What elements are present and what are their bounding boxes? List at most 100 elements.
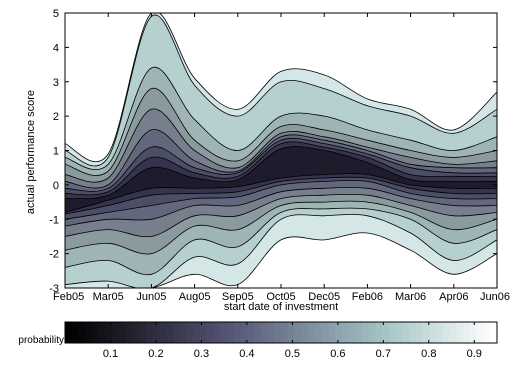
colorbar-swatch	[395, 322, 404, 343]
colorbar-swatch	[227, 322, 235, 343]
colorbar-swatch	[193, 322, 201, 343]
colorbar-swatch	[200, 322, 208, 343]
x-tick-label: Aug05	[179, 291, 211, 303]
x-tick-label: Sep05	[222, 291, 254, 303]
x-axis: Feb05 Mar05 Jun05 Aug05 Sep05 Oct05 Dec05 Feb06…	[53, 13, 510, 303]
colorbar-swatch	[179, 322, 188, 343]
colorbar-swatch	[443, 322, 451, 343]
colorbar-swatch	[422, 322, 431, 343]
colorbar-swatch	[301, 322, 309, 343]
colorbar-swatch	[281, 322, 289, 343]
colorbar-swatch	[139, 322, 147, 343]
y-tick-label: -3	[49, 283, 59, 295]
colorbar-tick-label: 0.8	[421, 348, 436, 360]
colorbar-swatch	[240, 322, 248, 343]
contour-band-0.1	[65, 146, 497, 213]
colorbar-swatch	[152, 322, 161, 343]
colorbar-swatch	[254, 322, 262, 343]
colorbar-swatch	[267, 322, 275, 343]
colorbar-swatch	[98, 322, 107, 343]
x-tick-label: Apr06	[439, 291, 468, 303]
colorbar-swatch	[416, 322, 424, 343]
colorbar-swatch	[470, 322, 478, 343]
colorbar-tick-label: 0.1	[103, 348, 118, 360]
colorbar-swatch	[159, 322, 167, 343]
colorbar-swatch	[429, 322, 437, 343]
colorbar-swatch	[287, 322, 296, 343]
colorbar: 0.1 0.2 0.3 0.4 0.5 0.6 0.7 0.8 0.9	[64, 321, 498, 360]
colorbar-swatch	[314, 322, 323, 343]
x-tick-label: Dec05	[308, 291, 340, 303]
y-tick-label: 1	[53, 146, 59, 158]
contour-bands	[65, 13, 497, 288]
colorbar-swatch	[341, 322, 350, 343]
colorbar-swatch	[348, 322, 356, 343]
x-axis-label: start date of investment	[224, 301, 338, 313]
colorbar-swatch	[92, 322, 100, 343]
colorbar-tick-label: 0.2	[148, 348, 163, 360]
colorbar-frame	[64, 321, 498, 344]
y-tick-label: 3	[53, 77, 59, 89]
colorbar-tick-label: 0.4	[239, 348, 254, 360]
y-tick-label: 0	[53, 180, 59, 192]
y-axis-label: actual performance score	[25, 90, 37, 214]
colorbar-label: probability	[18, 335, 64, 346]
colorbar-swatch	[85, 322, 93, 343]
colorbar-swatch	[409, 322, 417, 343]
colorbar-swatch	[335, 322, 343, 343]
x-tick-label: Jun05	[136, 291, 166, 303]
colorbar-swatch	[105, 322, 113, 343]
colorbar-tick-label: 0.5	[285, 348, 300, 360]
y-tick-label: 5	[53, 8, 59, 20]
colorbar-swatch	[146, 322, 154, 343]
colorbar-swatch	[247, 322, 255, 343]
colorbar-swatch	[490, 322, 498, 343]
colorbar-swatch	[206, 322, 215, 343]
colorbar-swatch	[78, 322, 86, 343]
colorbar-swatch	[402, 322, 410, 343]
colorbar-swatch	[166, 322, 174, 343]
colorbar-swatch	[436, 322, 444, 343]
colorbar-swatch	[294, 322, 302, 343]
colorbar-swatch	[328, 322, 336, 343]
x-tick-label: Feb06	[352, 291, 383, 303]
colorbar-swatch	[260, 322, 269, 343]
colorbar-swatch	[125, 322, 134, 343]
colorbar-swatch	[65, 322, 73, 343]
colorbar-swatch	[220, 322, 228, 343]
colorbar-swatch	[375, 322, 383, 343]
colorbar-swatch	[463, 322, 471, 343]
x-tick-label: Mar05	[93, 291, 124, 303]
colorbar-swatch	[71, 322, 80, 343]
y-tick-label: -2	[49, 249, 59, 261]
colorbar-swatch	[483, 322, 491, 343]
colorbar-tick-label: 0.7	[376, 348, 391, 360]
y-tick-label: 2	[53, 111, 59, 123]
y-tick-label: 4	[53, 42, 59, 54]
colorbar-tick-label: 0.3	[194, 348, 209, 360]
x-tick-label: Feb05	[53, 291, 84, 303]
colorbar-swatch	[112, 322, 120, 343]
colorbar-swatch	[173, 322, 181, 343]
colorbar-swatch	[476, 322, 485, 343]
colorbar-swatch	[119, 322, 127, 343]
y-axis: -3 -2 -1 0 1 2 3 4 5	[49, 8, 497, 295]
colorbar-swatch	[449, 322, 458, 343]
colorbar-swatch	[368, 322, 377, 343]
y-tick-label: -1	[49, 214, 59, 226]
x-tick-label: Mar06	[395, 291, 426, 303]
colorbar-swatch	[186, 322, 194, 343]
colorbar-swatch	[274, 322, 282, 343]
colorbar-tick-label: 0.6	[330, 348, 345, 360]
colorbar-swatch	[389, 322, 397, 343]
colorbar-tick-label: 0.9	[467, 348, 482, 360]
colorbar-swatch	[382, 322, 390, 343]
colorbar-swatch	[321, 322, 329, 343]
colorbar-swatch	[355, 322, 363, 343]
colorbar-swatch	[132, 322, 140, 343]
colorbar-swatch	[233, 322, 242, 343]
colorbar-swatch	[456, 322, 464, 343]
x-tick-label: Jun06	[480, 291, 510, 303]
colorbar-swatch	[213, 322, 221, 343]
